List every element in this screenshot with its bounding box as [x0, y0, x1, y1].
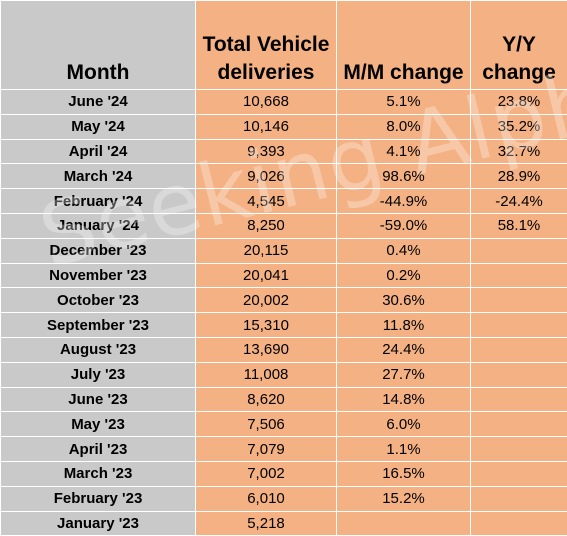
- month-cell: March '23: [1, 461, 196, 486]
- month-cell: March '24: [1, 164, 196, 189]
- month-cell: April '23: [1, 437, 196, 462]
- yy-change-cell: 32.7%: [471, 139, 567, 164]
- total-deliveries-cell: 20,115: [196, 238, 337, 263]
- yy-change-cell: [471, 412, 567, 437]
- yy-change-cell: [471, 486, 567, 511]
- total-deliveries-cell: 8,620: [196, 387, 337, 412]
- month-cell: January '23: [1, 511, 196, 536]
- total-deliveries-cell: 10,668: [196, 90, 337, 115]
- month-cell: February '24: [1, 189, 196, 214]
- month-cell: January '24: [1, 213, 196, 238]
- mm-change-cell: 11.8%: [337, 313, 471, 338]
- month-cell: December '23: [1, 238, 196, 263]
- month-cell: September '23: [1, 313, 196, 338]
- total-deliveries-cell: 5,218: [196, 511, 337, 536]
- mm-change-cell: -44.9%: [337, 189, 471, 214]
- total-deliveries-cell: 9,393: [196, 139, 337, 164]
- mm-change-cell: 8.0%: [337, 114, 471, 139]
- month-cell: November '23: [1, 263, 196, 288]
- mm-change-cell: 1.1%: [337, 437, 471, 462]
- yy-change-cell: [471, 511, 567, 536]
- yy-change-header: Y/Y change: [471, 1, 567, 90]
- total-deliveries-cell: 7,506: [196, 412, 337, 437]
- month-cell: February '23: [1, 486, 196, 511]
- month-cell: May '24: [1, 114, 196, 139]
- total-deliveries-cell: 15,310: [196, 313, 337, 338]
- month-cell: May '23: [1, 412, 196, 437]
- month-cell: June '23: [1, 387, 196, 412]
- total-deliveries-cell: 20,002: [196, 288, 337, 313]
- mm-change-cell: 14.8%: [337, 387, 471, 412]
- yy-change-cell: [471, 362, 567, 387]
- total-deliveries-cell: 20,041: [196, 263, 337, 288]
- yy-change-cell: [471, 387, 567, 412]
- total-deliveries-cell: 11,008: [196, 362, 337, 387]
- total-deliveries-cell: 4,545: [196, 189, 337, 214]
- month-cell: July '23: [1, 362, 196, 387]
- mm-change-cell: 0.4%: [337, 238, 471, 263]
- total-deliveries-cell: 8,250: [196, 213, 337, 238]
- yy-change-cell: 23.8%: [471, 90, 567, 115]
- total-deliveries-cell: 6,010: [196, 486, 337, 511]
- mm-change-cell: 98.6%: [337, 164, 471, 189]
- yy-change-cell: 58.1%: [471, 213, 567, 238]
- yy-change-cell: [471, 313, 567, 338]
- mm-change-header: M/M change: [337, 1, 471, 90]
- yy-change-cell: [471, 288, 567, 313]
- total-deliveries-cell: 9,026: [196, 164, 337, 189]
- mm-change-cell: 30.6%: [337, 288, 471, 313]
- mm-change-cell: 24.4%: [337, 337, 471, 362]
- mm-change-cell: [337, 511, 471, 536]
- month-cell: August '23: [1, 337, 196, 362]
- month-cell: October '23: [1, 288, 196, 313]
- total-deliveries-cell: 13,690: [196, 337, 337, 362]
- mm-change-cell: 15.2%: [337, 486, 471, 511]
- total-deliveries-cell: 7,079: [196, 437, 337, 462]
- total-deliveries-cell: 10,146: [196, 114, 337, 139]
- mm-change-cell: 6.0%: [337, 412, 471, 437]
- yy-change-cell: 35.2%: [471, 114, 567, 139]
- month-header: Month: [1, 1, 196, 90]
- mm-change-cell: 4.1%: [337, 139, 471, 164]
- total-deliveries-cell: 7,002: [196, 461, 337, 486]
- yy-change-cell: [471, 238, 567, 263]
- month-cell: June '24: [1, 90, 196, 115]
- mm-change-cell: 0.2%: [337, 263, 471, 288]
- mm-change-cell: 27.7%: [337, 362, 471, 387]
- month-cell: April '24: [1, 139, 196, 164]
- yy-change-cell: [471, 337, 567, 362]
- header-row: Month Total Vehicle deliveries M/M chang…: [1, 1, 567, 90]
- yy-change-cell: -24.4%: [471, 189, 567, 214]
- total-deliveries-header: Total Vehicle deliveries: [196, 1, 337, 90]
- mm-change-cell: 16.5%: [337, 461, 471, 486]
- yy-change-cell: [471, 263, 567, 288]
- yy-change-cell: [471, 461, 567, 486]
- yy-change-cell: 28.9%: [471, 164, 567, 189]
- yy-change-cell: [471, 437, 567, 462]
- mm-change-cell: 5.1%: [337, 90, 471, 115]
- mm-change-cell: -59.0%: [337, 213, 471, 238]
